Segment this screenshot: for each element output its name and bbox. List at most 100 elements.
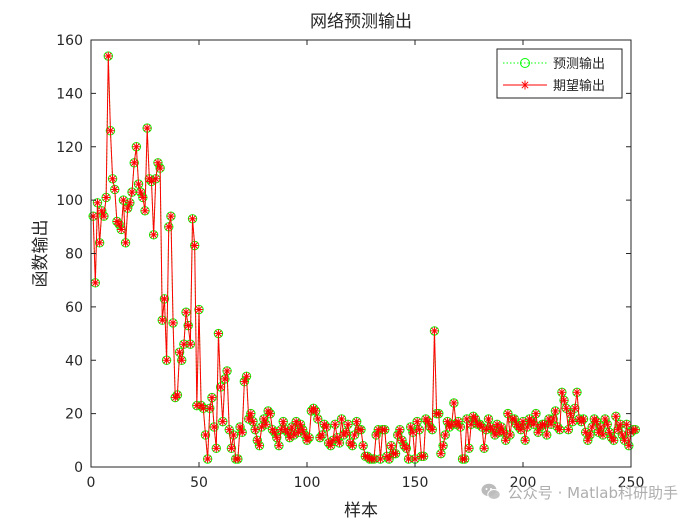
asterisk-stroke <box>405 455 412 463</box>
legend-asterisk <box>520 80 530 90</box>
asterisk-stroke <box>163 356 170 364</box>
asterisk-stroke <box>543 431 551 439</box>
asterisk-stroke <box>413 418 421 425</box>
expected-point <box>408 428 418 437</box>
asterisk-stroke <box>392 450 399 457</box>
asterisk-stroke <box>143 124 151 132</box>
x-tick-label: 250 <box>618 475 645 491</box>
asterisk-stroke <box>165 223 173 231</box>
expected-point <box>110 185 119 194</box>
expected-point <box>523 422 532 432</box>
expected-point <box>549 414 558 424</box>
asterisk-stroke <box>176 348 183 356</box>
asterisk-stroke <box>150 231 157 239</box>
asterisk-stroke <box>314 415 322 423</box>
expected-point <box>108 174 117 183</box>
asterisk-stroke <box>573 388 581 396</box>
asterisk-stroke <box>491 431 499 439</box>
x-axis-label: 样本 <box>344 501 378 521</box>
expected-point <box>149 230 158 240</box>
asterisk-stroke <box>560 396 568 404</box>
asterisk-stroke <box>234 455 242 463</box>
asterisk-stroke <box>195 306 203 313</box>
asterisk-stroke <box>467 420 475 428</box>
asterisk-stroke <box>506 431 514 439</box>
expected-point <box>225 425 234 434</box>
legend: 预测输出 期望输出 <box>496 48 623 99</box>
y-tick-label: 100 <box>56 193 83 209</box>
asterisk-stroke <box>249 418 257 425</box>
asterisk-stroke <box>621 436 628 444</box>
expected-point <box>555 425 564 434</box>
asterisk-stroke <box>344 420 352 428</box>
asterisk-stroke <box>98 207 106 215</box>
asterisk-stroke <box>156 164 164 172</box>
expected-point <box>557 388 567 397</box>
x-tick-label: 100 <box>294 475 321 491</box>
asterisk-stroke <box>225 426 233 433</box>
legend-box <box>496 48 623 99</box>
expected-point <box>384 454 394 464</box>
expected-point <box>592 417 601 426</box>
expected-point <box>106 126 115 135</box>
asterisk-stroke <box>377 455 384 463</box>
expected-point <box>328 436 338 445</box>
expected-point <box>266 409 275 418</box>
asterisk-stroke <box>336 439 343 447</box>
legend-marker-expected <box>520 80 530 90</box>
asterisk-stroke <box>444 418 451 425</box>
expected-point <box>147 177 156 186</box>
expected-point <box>125 198 135 207</box>
expected-point <box>343 420 353 429</box>
asterisk-stroke <box>189 215 196 223</box>
expected-point <box>203 454 212 464</box>
asterisk-stroke <box>100 212 108 220</box>
asterisk-stroke <box>206 404 214 412</box>
plot-area <box>91 40 631 467</box>
asterisk-stroke <box>299 426 307 433</box>
asterisk-stroke <box>104 52 112 60</box>
expected-point <box>190 241 199 250</box>
expected-point <box>434 409 443 418</box>
y-tick-label: 160 <box>56 33 83 49</box>
expected-point <box>138 193 148 202</box>
expected-point <box>609 436 618 445</box>
expected-point <box>272 433 281 442</box>
asterisk-stroke <box>202 431 209 439</box>
asterisk-stroke <box>631 426 639 433</box>
asterisk-stroke <box>135 180 142 188</box>
expected-point <box>620 436 629 445</box>
expected-point <box>155 163 165 173</box>
asterisk-stroke <box>253 436 261 444</box>
expected-point <box>255 441 264 450</box>
asterisk-stroke <box>359 442 367 449</box>
asterisk-stroke <box>556 426 564 433</box>
x-tick-label: 200 <box>510 475 537 491</box>
asterisk-stroke <box>532 410 540 417</box>
chart-title: 网络预测输出 <box>310 12 412 32</box>
expected-point <box>117 225 126 234</box>
asterisk-stroke <box>580 415 587 423</box>
asterisk-stroke <box>180 340 188 348</box>
expected-point <box>598 430 608 440</box>
expected-point <box>205 404 214 413</box>
expected-point <box>564 425 573 434</box>
asterisk-stroke <box>133 143 140 151</box>
expected-point <box>177 356 186 365</box>
expected-point <box>488 425 497 434</box>
asterisk-stroke <box>601 415 609 423</box>
asterisk-stroke <box>111 186 119 193</box>
asterisk-stroke <box>148 178 155 185</box>
expected-point <box>168 318 178 328</box>
expected-point <box>551 406 560 416</box>
expected-point <box>88 211 98 221</box>
expected-point <box>181 308 191 317</box>
expected-point <box>227 444 236 453</box>
expected-point <box>581 428 590 437</box>
asterisk-stroke <box>571 404 579 412</box>
expected-point <box>516 425 526 434</box>
asterisk-stroke <box>247 410 255 417</box>
expected-point <box>233 454 243 464</box>
expected-point <box>287 422 297 432</box>
expected-point <box>503 409 513 418</box>
